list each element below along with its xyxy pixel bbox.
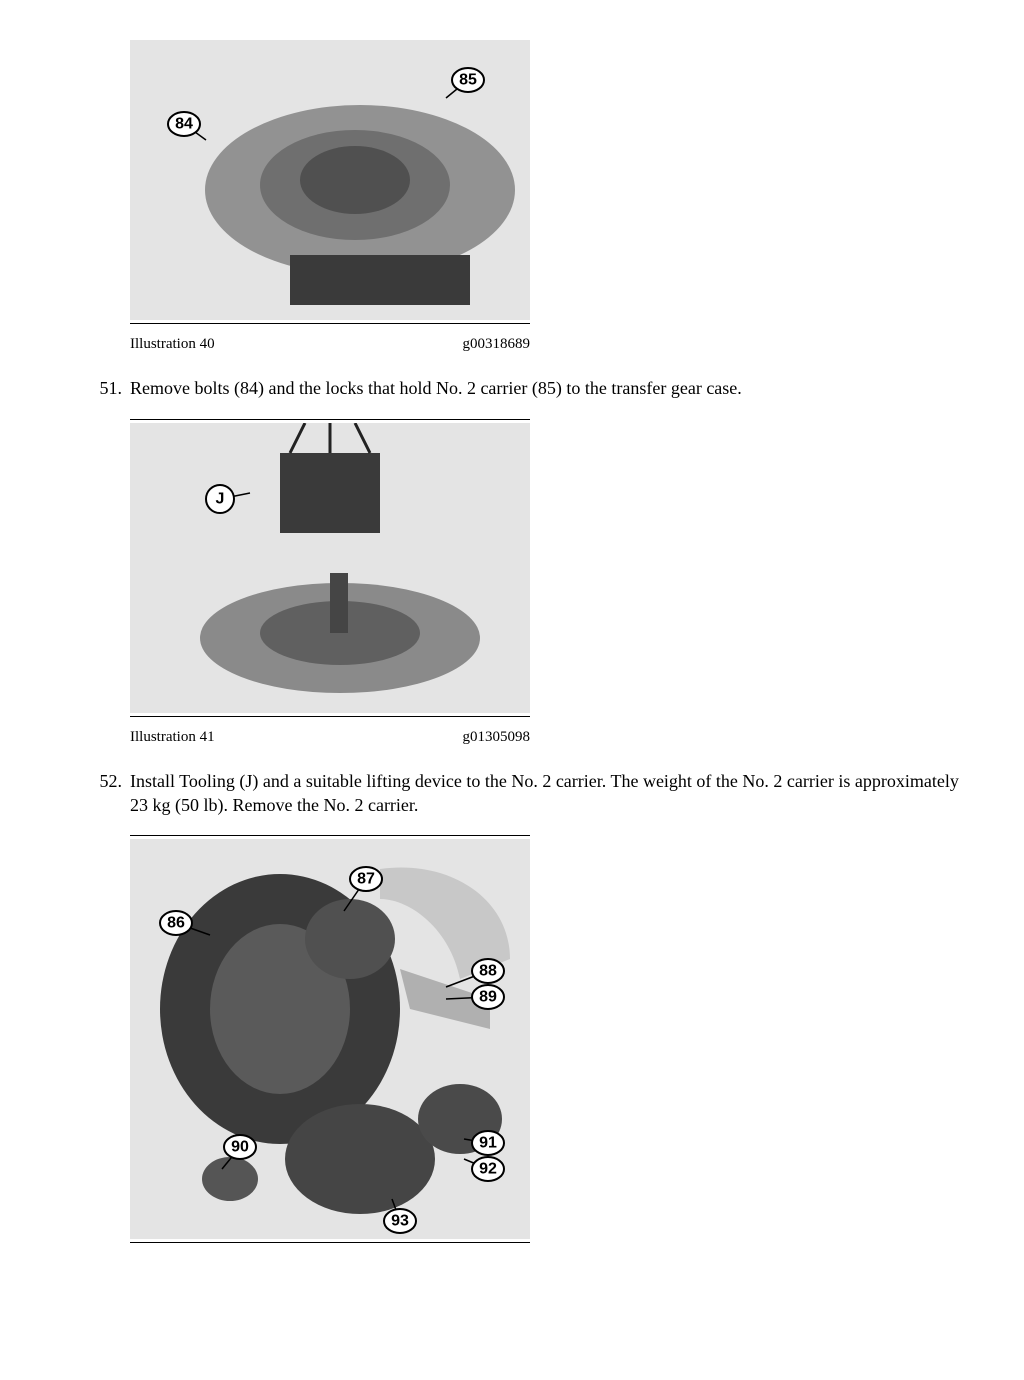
step-number: 52. [90, 769, 130, 818]
divider [130, 835, 530, 836]
illustration-code: g01305098 [463, 727, 531, 747]
illustration-code: g00318689 [463, 334, 531, 354]
figure-42-image: 86 87 88 89 90 91 92 93 [130, 839, 530, 1239]
step-51: 51. Remove bolts (84) and the locks that… [90, 376, 964, 400]
step-52: 52. Install Tooling (J) and a suitable l… [90, 769, 964, 818]
step-text: Remove bolts (84) and the locks that hol… [130, 376, 964, 400]
svg-text:87: 87 [357, 871, 375, 888]
divider [130, 419, 530, 420]
procedure-steps: 52. Install Tooling (J) and a suitable l… [60, 769, 964, 818]
figure-41: J Illustration 41 g01305098 [130, 419, 964, 747]
figure-40: 84 85 Illustration 40 g00318689 [130, 40, 964, 354]
step-number: 51. [90, 376, 130, 400]
svg-text:93: 93 [391, 1213, 409, 1230]
illustration-label: Illustration 40 [130, 334, 215, 354]
divider [130, 323, 530, 324]
procedure-steps: 51. Remove bolts (84) and the locks that… [60, 376, 964, 400]
svg-text:84: 84 [175, 116, 193, 133]
step-text: Install Tooling (J) and a suitable lifti… [130, 769, 964, 818]
svg-text:86: 86 [167, 915, 185, 932]
svg-text:92: 92 [479, 1161, 497, 1178]
svg-text:J: J [216, 490, 225, 507]
svg-text:89: 89 [479, 989, 497, 1006]
divider [130, 716, 530, 717]
figure-40-caption: Illustration 40 g00318689 [130, 334, 530, 354]
figure-42: 86 87 88 89 90 91 92 93 [130, 835, 964, 1243]
figure-41-image: J [130, 423, 530, 713]
figure-41-caption: Illustration 41 g01305098 [130, 727, 530, 747]
illustration-label: Illustration 41 [130, 727, 215, 747]
svg-text:91: 91 [479, 1135, 497, 1152]
divider [130, 1242, 530, 1243]
svg-text:85: 85 [459, 72, 477, 89]
svg-text:90: 90 [231, 1139, 249, 1156]
svg-text:88: 88 [479, 963, 497, 980]
figure-40-image: 84 85 [130, 40, 530, 320]
